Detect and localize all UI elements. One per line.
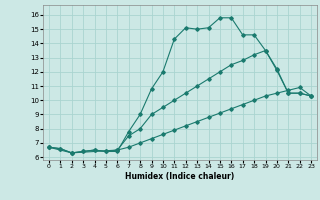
X-axis label: Humidex (Indice chaleur): Humidex (Indice chaleur) <box>125 172 235 181</box>
